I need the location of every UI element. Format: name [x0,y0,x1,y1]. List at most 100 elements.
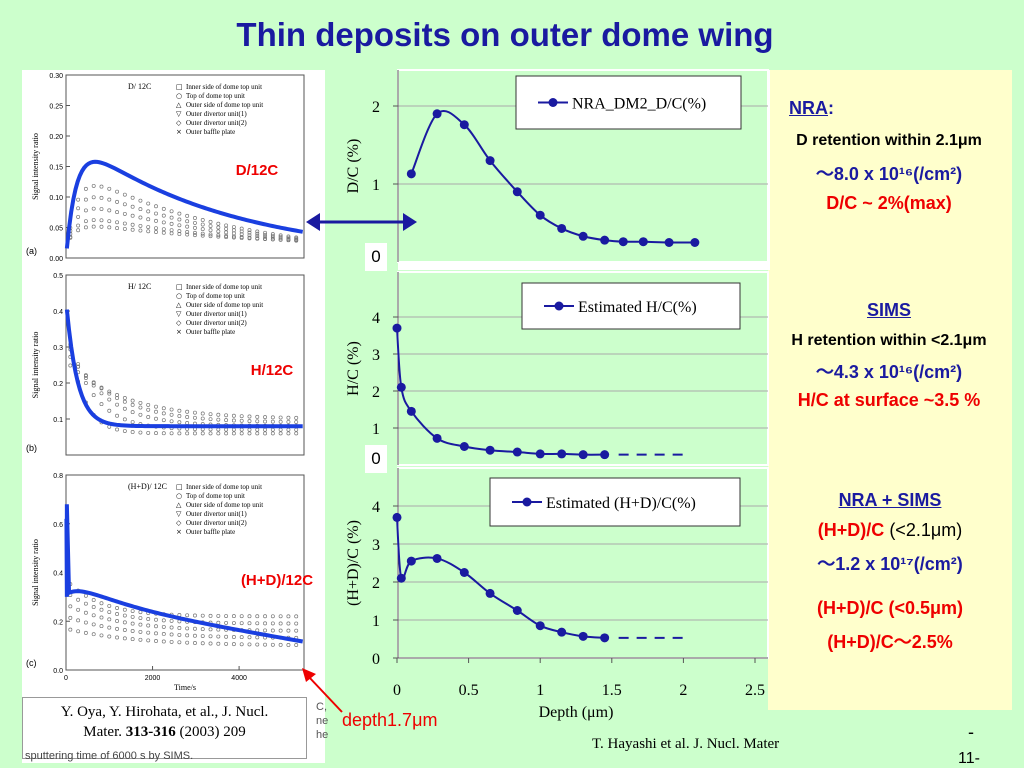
sims-legend-label: Top of dome top unit [186,92,245,100]
sims-scatter-point [154,404,158,409]
legend-label: Estimated (H+D)/C(%) [546,495,696,512]
sims-scatter-point [68,627,73,632]
nrasims-line1: (H+D)/C (<2.1μm) [817,520,963,540]
sims-scatter-point [130,420,135,425]
sims-scatter-point [161,631,166,636]
sims-scatter-point [247,414,252,419]
sims-scatter-point [193,216,197,220]
literature-figure: 0.30 0.25 0.20 0.15 0.10 0.05 0.00 Signal inten… [22,70,325,763]
sims-scatter-point [169,618,174,623]
sims-scatter-point [216,221,221,226]
sims-scatter-point [255,419,260,424]
sims-overlay-label: (H+D)/12C [241,572,313,589]
sims-scatter-point [107,389,112,394]
sims-scatter-point [200,231,205,236]
sims-scatter-point [216,412,221,417]
data-point [600,450,610,460]
sims-scatter-point [107,617,112,622]
sims-scatter-point [83,197,88,202]
sims-scatter-point [154,230,158,234]
sims-scatter-point [91,613,96,618]
data-point [485,588,495,598]
sims-scatter-point [154,617,158,622]
sims-scatter-point [107,634,112,639]
sims-scatter-point [161,230,166,235]
sims-scatter-point [231,614,236,619]
sims-scatter-point [239,642,244,647]
sims-scatter-point [200,222,205,227]
sims-scatter-point [76,197,81,202]
sims-scatter-point [99,218,104,223]
sims-scatter-point [216,229,221,234]
sims-y-tick-label: 0.3 [53,345,63,352]
sims-scatter-point [286,234,291,239]
sims-scatter-point [200,613,205,618]
sims-scatter-point [216,417,221,422]
x-tick-label: 1.5 [602,682,622,699]
data-point [406,406,416,416]
sims-scatter-point [224,634,229,639]
sims-scatter-point [146,616,151,621]
sims-scatter-point [286,431,291,436]
sims-scatter-point [138,430,143,435]
sims-scatter-point [270,415,275,420]
sims-scatter-point [224,641,229,646]
sims-scatter-point [161,406,166,411]
sims-y-tick-label: 0.4 [53,571,63,578]
data-point [432,553,442,563]
sims-scatter-point [286,621,291,626]
sims-scatter-point [224,233,229,238]
sims-scatter-point [122,399,127,404]
sims-scatter-point [107,625,112,630]
sims-scatter-point [83,376,88,380]
sims-scatter-point [91,195,96,200]
sims-y-tick-label: 0.05 [49,226,63,233]
sims-legend-marker: × [176,328,182,336]
sims-scatter-point [138,400,143,405]
sims-scatter-point [83,219,88,224]
ref-volume: 313-316 [125,724,176,740]
sims-scatter-point [161,624,166,629]
data-point [557,449,567,459]
sims-scatter-point [255,229,260,234]
sims-scatter-point [115,226,120,231]
sims-scatter-point [169,209,174,214]
sims-scatter-point [115,402,120,407]
sims-scatter-point [263,234,268,239]
sims-scatter-point [294,238,299,243]
sims-scatter-point [107,610,112,614]
sims-legend-label: Inner side of dome top unit [186,483,262,491]
sims-panel-tag: (c) [26,658,37,668]
ref-journal: Mater. [83,724,122,740]
sims-scatter-point [154,218,158,223]
sims-scatter-point [161,220,166,225]
sims-scatter-point [130,195,135,200]
sims-scatter-point [239,418,244,423]
sims-scatter-point [107,197,112,202]
sims-scatter-point [122,417,127,422]
sims-scatter-point [161,206,166,211]
sims-scatter-point [138,405,143,410]
depth-arrow-head [302,668,316,682]
sims-scatter-point [208,224,213,229]
side-fragment-1: C, [316,701,327,713]
sims-scatter-point [115,393,120,397]
sims-legend-marker: □ [176,483,183,491]
sims-scatter-point [99,607,104,612]
sims-scatter-point [107,186,112,191]
sims-scatter-point [122,202,127,207]
side-fragment: C, ne he [316,700,328,742]
sims-scatter-point [76,206,81,211]
link-arrow-right-head [403,213,417,231]
sims-scatter-point [239,229,244,234]
sims-scatter-point [193,220,197,225]
sims-scatter-point [185,613,190,618]
sims-scatter-point [200,227,205,232]
sims-line1: H retention within <2.1μm [791,332,987,349]
sims-scatter-point [193,410,197,415]
sims-scatter-point [208,613,213,618]
sims-scatter-point [130,621,135,626]
sims-scatter-point [193,626,197,631]
sims-legend-label: Outer side of dome top unit [186,101,263,109]
